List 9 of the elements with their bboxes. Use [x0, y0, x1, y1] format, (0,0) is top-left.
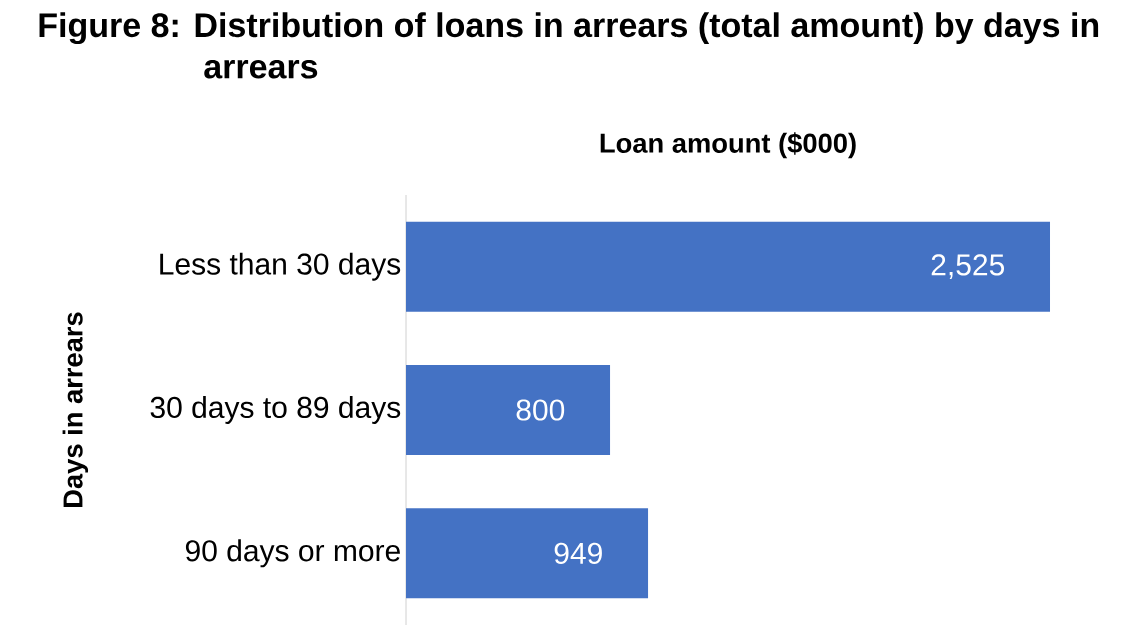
y-tick-label: 30 days to 89 days — [150, 396, 401, 424]
data-label: 800 — [516, 399, 565, 421]
x-axis-title: Loan amount ($000) — [600, 132, 856, 159]
y-axis-title: Days in arrears — [62, 312, 89, 507]
chart-title: Figure 8: Distribution of loans in arrears (total amount) by days in arrears — [39, 12, 1099, 79]
data-label: 949 — [554, 542, 602, 564]
data-label: 2,525 — [931, 254, 1005, 280]
y-tick-label: Less than 30 days — [160, 252, 401, 281]
y-tick-label: 90 days or more — [185, 539, 400, 568]
